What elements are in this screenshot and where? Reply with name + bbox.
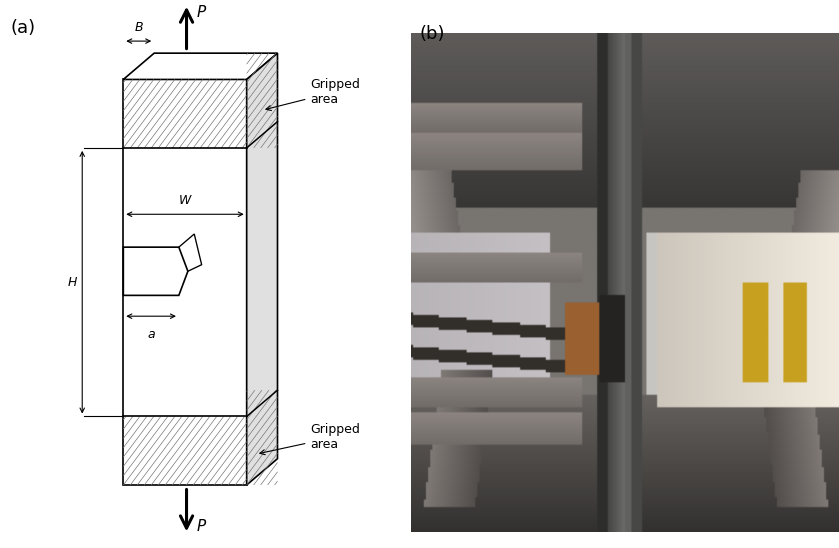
Text: W: W [179, 194, 191, 207]
Text: P: P [197, 4, 206, 20]
Polygon shape [247, 53, 278, 485]
Text: (b): (b) [420, 25, 445, 43]
Polygon shape [123, 53, 278, 79]
Text: B: B [134, 21, 143, 34]
Text: a: a [148, 328, 155, 341]
Polygon shape [123, 247, 188, 295]
Text: H: H [68, 276, 77, 289]
Text: (a): (a) [10, 19, 35, 37]
Text: P: P [197, 518, 206, 534]
Polygon shape [123, 79, 247, 485]
Text: Gripped
area: Gripped area [260, 423, 360, 455]
Text: Gripped
area: Gripped area [266, 78, 360, 111]
